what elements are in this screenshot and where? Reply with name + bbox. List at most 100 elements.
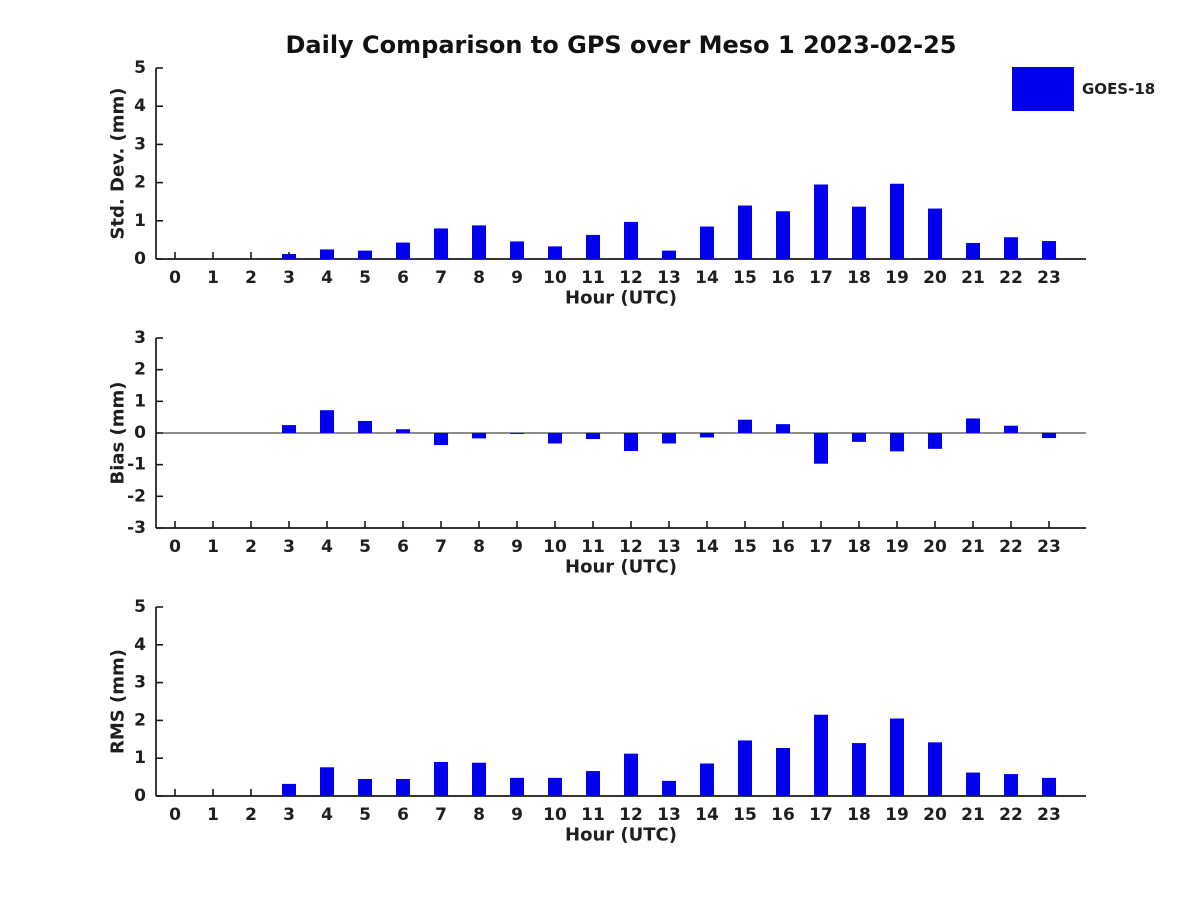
x-tick-label: 0	[169, 805, 181, 825]
x-tick-label: 12	[619, 537, 643, 557]
bar-hour-17	[814, 184, 828, 259]
x-tick-label: 16	[771, 805, 795, 825]
bar-hour-13	[662, 780, 676, 796]
x-tick-label: 23	[1037, 537, 1061, 557]
bar-hour-8	[472, 433, 486, 439]
x-tick-label: 13	[657, 805, 681, 825]
x-tick-label: 5	[359, 268, 371, 288]
x-tick-label: 9	[511, 537, 523, 557]
bar-hour-10	[548, 246, 562, 259]
bar-hour-14	[700, 433, 714, 438]
bar-hour-21	[966, 418, 980, 433]
y-tick-label: 3	[134, 673, 146, 693]
bar-hour-11	[586, 433, 600, 440]
x-tick-label: 4	[321, 805, 333, 825]
y-tick-label: 1	[134, 211, 146, 231]
x-tick-label: 20	[923, 268, 947, 288]
x-axis-label: Hour (UTC)	[565, 288, 677, 309]
legend-label-goes18: GOES-18	[1082, 80, 1156, 98]
y-tick-label: -1	[127, 455, 146, 475]
x-tick-label: 23	[1037, 805, 1061, 825]
bar-hour-7	[434, 228, 448, 259]
bar-hour-19	[890, 718, 904, 796]
x-tick-label: 18	[847, 805, 871, 825]
bar-hour-13	[662, 250, 676, 259]
x-tick-label: 0	[169, 268, 181, 288]
bar-hour-16	[776, 424, 790, 433]
x-tick-label: 1	[207, 537, 219, 557]
bar-hour-5	[358, 250, 372, 259]
x-tick-label: 2	[245, 805, 257, 825]
y-tick-label: 1	[134, 748, 146, 768]
bar-hour-11	[586, 771, 600, 796]
bar-hour-12	[624, 433, 638, 452]
bar-hour-20	[928, 433, 942, 449]
y-axis-label: Bias (mm)	[108, 382, 129, 485]
x-tick-label: 9	[511, 268, 523, 288]
bar-hour-6	[396, 778, 410, 796]
x-tick-label: 23	[1037, 268, 1061, 288]
x-tick-label: 16	[771, 537, 795, 557]
x-tick-label: 1	[207, 805, 219, 825]
bar-hour-8	[472, 762, 486, 796]
y-tick-label: 4	[134, 96, 146, 116]
bar-hour-22	[1004, 425, 1018, 433]
bar-hour-21	[966, 772, 980, 796]
y-tick-label: 5	[134, 597, 146, 617]
y-tick-label: 4	[134, 635, 146, 655]
x-tick-label: 2	[245, 268, 257, 288]
x-tick-label: 19	[885, 537, 909, 557]
x-tick-label: 8	[473, 805, 485, 825]
bar-hour-4	[320, 410, 334, 433]
x-tick-label: 0	[169, 537, 181, 557]
x-axis-label: Hour (UTC)	[565, 557, 677, 578]
x-tick-label: 12	[619, 805, 643, 825]
bar-hour-22	[1004, 237, 1018, 259]
x-tick-label: 18	[847, 537, 871, 557]
bar-hour-3	[282, 783, 296, 796]
bar-hour-8	[472, 225, 486, 259]
x-tick-label: 14	[695, 805, 719, 825]
bar-hour-19	[890, 433, 904, 452]
bar-hour-14	[700, 763, 714, 796]
x-tick-label: 7	[435, 268, 447, 288]
bar-hour-12	[624, 753, 638, 796]
bar-hour-23	[1042, 433, 1056, 439]
x-tick-label: 20	[923, 805, 947, 825]
bar-hour-21	[966, 242, 980, 259]
y-tick-label: -3	[127, 518, 146, 538]
x-tick-label: 21	[961, 805, 985, 825]
bar-hour-19	[890, 183, 904, 259]
y-tick-label: 0	[134, 786, 146, 806]
bar-hour-20	[928, 742, 942, 796]
x-axis-label: Hour (UTC)	[565, 825, 677, 846]
x-tick-label: 14	[695, 537, 719, 557]
y-tick-label: 5	[134, 58, 146, 78]
x-tick-label: 2	[245, 537, 257, 557]
x-tick-label: 5	[359, 805, 371, 825]
x-tick-label: 13	[657, 268, 681, 288]
x-tick-label: 7	[435, 537, 447, 557]
y-tick-label: 2	[134, 710, 146, 730]
bar-hour-3	[282, 425, 296, 433]
x-tick-label: 6	[397, 537, 409, 557]
x-tick-label: 22	[999, 805, 1023, 825]
x-tick-label: 22	[999, 268, 1023, 288]
x-tick-label: 21	[961, 537, 985, 557]
x-tick-label: 3	[283, 805, 295, 825]
bar-hour-22	[1004, 774, 1018, 796]
figure-title: Daily Comparison to GPS over Meso 1 2023…	[285, 31, 957, 59]
x-tick-label: 21	[961, 268, 985, 288]
bar-hour-9	[510, 241, 524, 259]
bar-hour-14	[700, 226, 714, 259]
x-tick-label: 6	[397, 805, 409, 825]
x-tick-label: 19	[885, 268, 909, 288]
x-tick-label: 5	[359, 537, 371, 557]
x-tick-label: 14	[695, 268, 719, 288]
bar-hour-16	[776, 211, 790, 259]
bar-hour-17	[814, 714, 828, 796]
